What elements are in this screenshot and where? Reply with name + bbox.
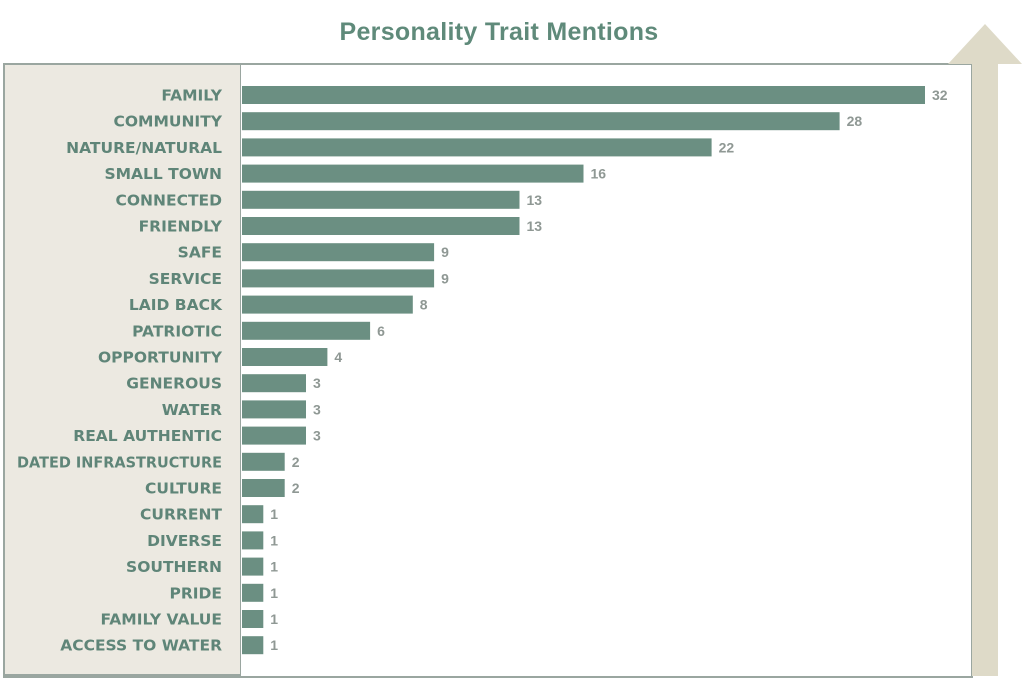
value-label: 3	[313, 401, 321, 417]
value-label: 28	[847, 113, 863, 129]
bar	[242, 138, 712, 157]
category-label: CONNECTED	[116, 191, 223, 209]
category-label: GENEROUS	[126, 375, 222, 393]
value-label: 1	[270, 585, 278, 601]
bar	[242, 164, 584, 183]
bar	[242, 557, 264, 576]
value-label: 13	[527, 192, 543, 208]
up-arrow-icon	[948, 24, 1022, 676]
bar	[242, 583, 264, 602]
bar	[242, 217, 520, 235]
bar	[242, 479, 285, 497]
category-label: SAFE	[178, 244, 222, 262]
category-label: FAMILY	[161, 87, 222, 105]
bar	[242, 531, 264, 550]
value-label: 2	[292, 454, 300, 470]
category-label: SMALL TOWN	[104, 165, 222, 183]
category-label: PATRIOTIC	[132, 322, 222, 340]
bar	[242, 400, 306, 419]
value-label: 6	[377, 323, 385, 339]
bar	[242, 269, 435, 288]
value-label: 1	[270, 532, 278, 548]
bar	[242, 426, 306, 445]
bar	[242, 374, 306, 393]
value-label: 3	[313, 375, 321, 391]
value-label: 9	[441, 270, 449, 286]
value-label: 2	[292, 480, 300, 496]
value-label: 1	[270, 637, 278, 653]
value-label: 1	[270, 611, 278, 627]
category-label-panel	[3, 63, 241, 676]
value-label: 3	[313, 428, 321, 444]
value-label: 16	[591, 166, 607, 182]
category-label: DIVERSE	[147, 532, 222, 550]
value-label: 13	[527, 218, 543, 234]
bar	[242, 610, 264, 628]
bar	[242, 348, 328, 366]
category-label: WATER	[162, 401, 222, 419]
category-label: CULTURE	[145, 480, 222, 498]
bar	[242, 321, 371, 340]
value-label: 22	[719, 139, 735, 155]
category-label: OPPORTUNITY	[98, 349, 223, 367]
bar	[242, 452, 285, 471]
category-label: ACCESS TO WATER	[60, 637, 222, 655]
category-label: REAL AUTHENTIC	[73, 427, 222, 445]
bar	[242, 243, 435, 262]
category-label: CURRENT	[140, 506, 222, 524]
chart-title: Personality Trait Mentions	[339, 18, 659, 46]
category-label: LAID BACK	[129, 296, 223, 314]
category-label: PRIDE	[169, 584, 222, 602]
category-label: FAMILY VALUE	[100, 611, 222, 629]
value-label: 9	[441, 244, 449, 260]
category-label: COMMUNITY	[113, 113, 222, 131]
category-label: FRIENDLY	[139, 218, 223, 236]
bar	[242, 86, 925, 104]
value-label: 1	[270, 559, 278, 575]
bar	[242, 190, 520, 209]
bar	[242, 636, 264, 655]
bar	[242, 295, 413, 314]
value-label: 4	[334, 349, 342, 365]
bar	[242, 112, 840, 131]
value-label: 8	[420, 297, 428, 313]
category-label: SERVICE	[149, 270, 222, 288]
category-label: NATURE/NATURAL	[66, 139, 222, 157]
value-label: 1	[270, 506, 278, 522]
category-label: DATED INFRASTRUCTURE	[17, 453, 222, 471]
bar	[242, 505, 264, 524]
category-label: SOUTHERN	[126, 558, 222, 576]
value-label: 32	[932, 87, 948, 103]
